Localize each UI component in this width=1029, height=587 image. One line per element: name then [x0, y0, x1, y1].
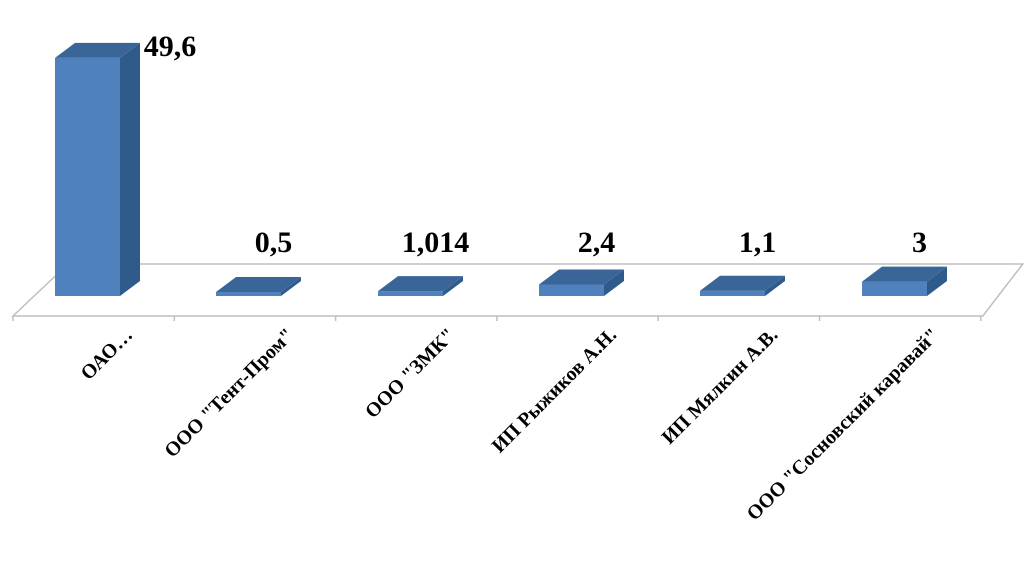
- data-labels: 49,6 0,5 1,014 2,4 1,1 3: [144, 30, 927, 259]
- bar-side: [120, 42, 140, 296]
- bar-side: [765, 275, 785, 296]
- bar-side: [604, 269, 624, 296]
- bar-side: [443, 276, 463, 296]
- category-axis-labels: ОАО… ООО "Тент-Пром" ООО "ЗМК" ИП Рыжиков А…: [77, 324, 944, 525]
- floor-outline: [11, 263, 1025, 317]
- data-label: 2,4: [578, 226, 616, 259]
- bar-top: [55, 42, 140, 58]
- bar-front: [216, 292, 281, 296]
- bar-front: [378, 291, 443, 296]
- category-label: ООО "Тент-Пром": [160, 324, 298, 462]
- data-label: 49,6: [144, 30, 197, 63]
- bar-series: [55, 42, 947, 296]
- bar-top: [700, 275, 785, 291]
- bar: [862, 266, 947, 296]
- bar-top: [539, 269, 624, 285]
- bar: [539, 269, 624, 296]
- bar: [700, 275, 785, 296]
- chart-floor: [11, 263, 1025, 321]
- category-label: ООО "ЗМК": [361, 324, 460, 423]
- category-label: ИП Мялкин А.В.: [658, 324, 783, 449]
- data-label: 1,1: [739, 226, 777, 259]
- data-label: 0,5: [255, 226, 293, 259]
- bar: [378, 276, 463, 296]
- bar-front: [862, 281, 927, 296]
- data-label: 1,014: [402, 226, 470, 259]
- bar-side: [281, 277, 301, 296]
- bar-front: [55, 57, 120, 296]
- bar-side: [927, 266, 947, 296]
- bar-top: [862, 266, 947, 282]
- category-label: ООО "Сосновский каравай": [743, 324, 944, 525]
- data-label: 3: [912, 226, 927, 259]
- bar-front: [539, 284, 604, 296]
- bar-front: [700, 290, 765, 296]
- category-label: ИП Рыжиков А.Н.: [488, 324, 621, 457]
- bar-top: [378, 276, 463, 292]
- bar: [216, 277, 301, 296]
- bar: [55, 42, 140, 296]
- category-label: ОАО…: [77, 324, 138, 385]
- bar-top: [216, 277, 301, 292]
